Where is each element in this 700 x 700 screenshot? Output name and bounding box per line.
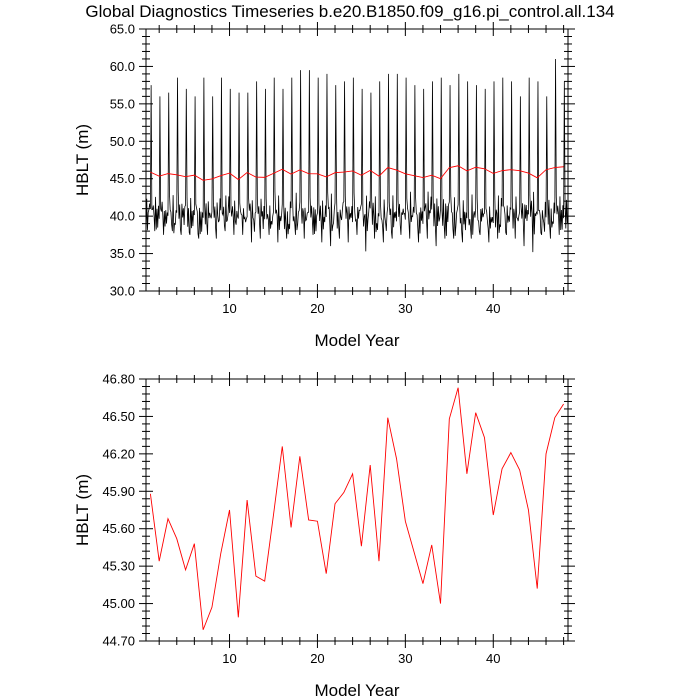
y-tick-label: 60.0 [110, 59, 135, 74]
y-tick-label: 45.00 [102, 596, 135, 611]
y-tick-label: 46.50 [102, 409, 135, 424]
annual-mean-line [150, 165, 564, 181]
top-panel-timeseries: 30.0 35.0 40.0 45.0 50.0 55.0 60.0 65.0 10 20 30 40… [73, 22, 575, 350]
figure-title: Global Diagnostics Timeseries b.e20.B185… [85, 2, 614, 21]
plot-frame [145, 28, 569, 292]
plot-frame [145, 378, 569, 642]
y-tick-label: 40.0 [110, 209, 135, 224]
monthly-series-line [146, 58, 568, 253]
y-axis-label: HBLT (m) [73, 474, 92, 546]
y-tick-label: 55.0 [110, 96, 135, 111]
tick-marks [139, 22, 575, 298]
y-tick-label: 46.80 [102, 372, 135, 387]
x-tick-label: 10 [222, 301, 236, 316]
annual-mean-line [149, 387, 564, 630]
y-tick-label: 35.0 [110, 246, 135, 261]
x-tick-label: 30 [398, 651, 412, 666]
bottom-panel-annual-mean: 44.70 45.00 45.30 45.60 45.90 46.20 46.50 46.80… [73, 372, 575, 700]
x-tick-label: 10 [222, 651, 236, 666]
y-tick-label: 46.20 [102, 446, 135, 461]
x-tick-label: 40 [486, 651, 500, 666]
y-axis-label: HBLT (m) [73, 124, 92, 196]
y-tick-label: 44.70 [102, 634, 135, 649]
y-tick-label: 65.0 [110, 22, 135, 37]
x-axis-label: Model Year [314, 331, 399, 350]
x-axis-label: Model Year [314, 681, 399, 700]
y-tick-label: 45.90 [102, 484, 135, 499]
x-tick-label: 30 [398, 301, 412, 316]
x-tick-label: 20 [310, 651, 324, 666]
x-tick-label: 40 [486, 301, 500, 316]
x-tick-label: 20 [310, 301, 324, 316]
tick-marks [139, 372, 575, 648]
y-tick-label: 45.0 [110, 171, 135, 186]
y-tick-label: 30.0 [110, 284, 135, 299]
y-tick-label: 50.0 [110, 134, 135, 149]
y-tick-label: 45.30 [102, 559, 135, 574]
y-tick-label: 45.60 [102, 521, 135, 536]
